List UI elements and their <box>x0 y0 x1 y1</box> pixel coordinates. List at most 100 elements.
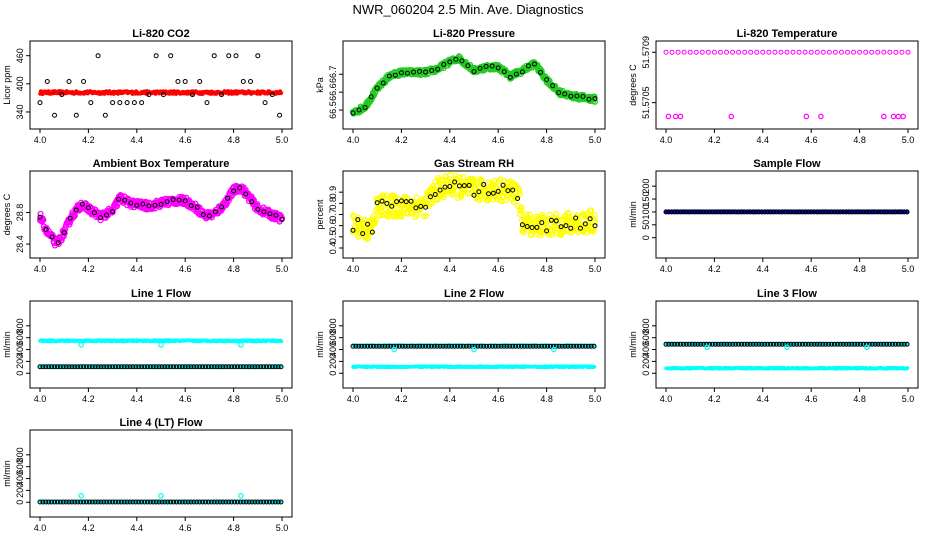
chart-title: Li-820 CO2 <box>132 28 189 40</box>
data-point <box>592 365 597 369</box>
data-point <box>544 77 550 83</box>
data-point <box>784 49 790 55</box>
y-tick-label: 28.8 <box>15 204 25 222</box>
data-point <box>49 234 55 240</box>
data-point <box>895 113 902 120</box>
data-point <box>262 100 268 106</box>
data-point <box>532 61 537 67</box>
y-tick-label: 0 <box>15 371 25 376</box>
data-point <box>200 212 206 218</box>
x-tick-label: 4.8 <box>227 264 240 274</box>
data-point <box>693 49 699 55</box>
x-tick-label: 4.6 <box>805 264 818 274</box>
data-point <box>441 61 447 67</box>
data-point <box>380 80 386 86</box>
data-point <box>863 49 869 55</box>
data-point <box>591 98 599 105</box>
data-point <box>687 49 693 55</box>
data-point <box>814 49 820 55</box>
data-point <box>194 204 200 210</box>
x-tick-label: 4.0 <box>347 135 360 145</box>
data-point <box>477 65 483 71</box>
data-point <box>37 214 43 220</box>
x-tick-label: 4.0 <box>34 394 47 404</box>
y-tick-label: 66.7 <box>328 65 338 83</box>
data-point <box>243 191 249 197</box>
data-point <box>160 92 166 98</box>
data-point <box>890 113 897 120</box>
data-point <box>85 205 91 211</box>
x-tick-label: 4.8 <box>227 135 240 145</box>
data-point <box>146 203 152 209</box>
data-point <box>197 78 203 84</box>
data-point <box>59 92 65 98</box>
data-point <box>447 171 454 179</box>
data-point <box>139 100 145 106</box>
x-tick-label: 4.4 <box>131 394 144 404</box>
page-title: NWR_060204 2.5 Min. Ave. Diagnostics <box>352 2 584 17</box>
data-point <box>350 213 358 221</box>
data-point <box>887 49 893 55</box>
data-point <box>40 216 47 224</box>
data-point <box>808 49 814 55</box>
data-point <box>766 49 772 55</box>
x-tick-label: 4.0 <box>660 264 673 274</box>
series-raw <box>349 53 599 117</box>
series-raw <box>38 89 284 96</box>
x-tick-label: 4.6 <box>805 135 818 145</box>
data-point <box>681 49 687 55</box>
data-point <box>212 209 218 215</box>
x-tick-label: 5.0 <box>902 264 915 274</box>
data-point <box>102 112 108 118</box>
data-point <box>832 49 838 55</box>
data-point <box>182 78 188 84</box>
data-point <box>818 113 824 120</box>
data-point <box>796 49 802 55</box>
data-point <box>226 53 232 59</box>
data-point <box>711 49 717 55</box>
x-tick-label: 4.4 <box>131 135 144 145</box>
data-point <box>43 226 49 232</box>
data-point <box>231 188 237 194</box>
x-tick-label: 4.0 <box>34 264 47 274</box>
data-point <box>362 105 368 111</box>
plot-frame <box>29 300 293 389</box>
plot-frame <box>655 40 919 130</box>
data-point <box>881 49 887 55</box>
x-tick-label: 4.2 <box>708 135 721 145</box>
data-point <box>175 78 181 84</box>
series-raw-low <box>351 364 597 370</box>
data-point <box>350 110 356 116</box>
y-axis-label: degrees C <box>2 193 12 235</box>
data-point <box>730 49 736 55</box>
data-point <box>672 113 679 120</box>
chart-title: Sample Flow <box>753 158 821 170</box>
data-point <box>237 185 243 191</box>
data-point <box>459 58 465 64</box>
x-tick-label: 4.4 <box>444 135 457 145</box>
plot-frame <box>655 170 919 259</box>
data-point <box>875 49 881 55</box>
chart-title: Gas Stream RH <box>434 158 514 170</box>
data-point <box>826 49 832 55</box>
chart-title: Li-820 Temperature <box>737 28 838 40</box>
data-point <box>699 49 705 55</box>
data-point <box>44 78 50 84</box>
data-point <box>79 201 85 207</box>
data-point <box>182 198 188 204</box>
data-point <box>81 78 87 84</box>
data-point <box>568 93 574 99</box>
data-point <box>553 210 560 217</box>
data-point <box>677 113 684 120</box>
data-point <box>580 94 586 100</box>
data-point <box>669 49 675 55</box>
data-point <box>429 67 435 73</box>
data-point <box>278 215 286 222</box>
data-point <box>267 211 273 217</box>
x-tick-label: 4.8 <box>540 394 553 404</box>
x-tick-label: 4.4 <box>757 264 770 274</box>
